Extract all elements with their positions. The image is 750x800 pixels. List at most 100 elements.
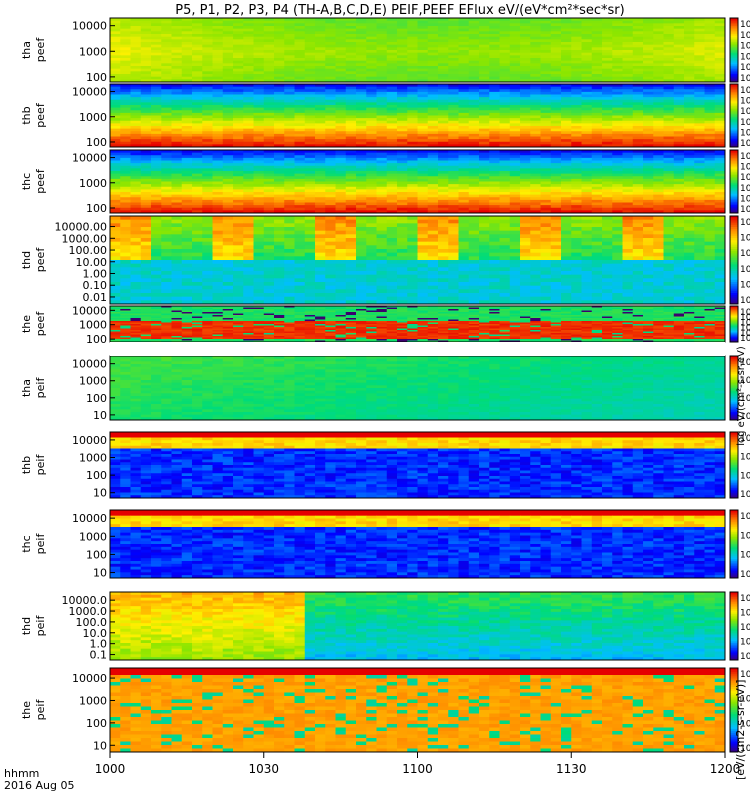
heatmap-cell: [376, 238, 388, 243]
heatmap-cell: [448, 230, 459, 235]
heatmap-cell: [263, 52, 275, 56]
heatmap-cell: [622, 91, 634, 95]
heatmap-cell: [274, 223, 285, 228]
heatmap-cell: [233, 86, 244, 90]
heatmap-cell: [325, 230, 336, 235]
heatmap-cell: [448, 23, 459, 27]
heatmap-cell: [120, 97, 131, 101]
heatmap-cell: [612, 63, 623, 67]
heatmap-cell: [325, 238, 336, 243]
colorbar-tick-label: 10⁷: [740, 173, 750, 183]
heatmap-cell: [653, 18, 664, 22]
heatmap-cell: [622, 227, 634, 232]
heatmap-cell: [253, 102, 265, 106]
heatmap-cell: [294, 18, 306, 22]
heatmap-cell: [509, 76, 521, 80]
heatmap-cell: [622, 84, 634, 88]
heatmap-cell: [120, 216, 131, 221]
heatmap-cell: [643, 76, 654, 80]
heatmap-cell: [120, 26, 131, 30]
heatmap-cell: [253, 52, 265, 56]
figure-title: P5, P1, P2, P3, P4 (TH-A,B,C,D,E) PEIF,P…: [175, 3, 624, 18]
heatmap-cell: [192, 47, 203, 51]
heatmap-cell: [632, 26, 644, 30]
heatmap-cell: [622, 63, 634, 67]
heatmap-cell: [612, 18, 623, 22]
heatmap-cell: [438, 63, 449, 67]
heatmap-cell: [243, 74, 254, 78]
heatmap-cell: [571, 99, 582, 103]
heatmap-cell: [366, 39, 377, 43]
heatmap-cell: [110, 60, 121, 64]
heatmap-cell: [202, 63, 213, 67]
heatmap-cell: [151, 68, 162, 72]
heatmap-cell: [222, 63, 234, 67]
heatmap-cell: [509, 238, 521, 243]
heatmap-cell: [130, 68, 142, 72]
heatmap-cell: [591, 97, 603, 101]
heatmap-cell: [202, 227, 213, 232]
heatmap-cell: [581, 76, 593, 80]
heatmap-cell: [663, 234, 675, 239]
heatmap-cell: [520, 50, 531, 54]
heatmap-cell: [540, 79, 552, 83]
heatmap-cell: [253, 31, 265, 35]
heatmap-cell: [571, 36, 582, 40]
heatmap-cell: [294, 216, 306, 221]
heatmap-cell: [284, 74, 295, 78]
heatmap-cell: [294, 31, 306, 35]
heatmap-cell: [110, 34, 121, 38]
heatmap-cell: [704, 60, 716, 64]
heatmap-cell: [335, 23, 347, 27]
heatmap-cell: [612, 47, 623, 51]
heatmap-cell: [140, 216, 152, 221]
heatmap-cell: [458, 76, 470, 80]
heatmap-cell: [427, 79, 439, 83]
heatmap-cell: [243, 219, 254, 224]
heatmap-cell: [212, 36, 224, 40]
heatmap-cell: [479, 50, 490, 54]
heatmap-cell: [284, 68, 295, 72]
heatmap-cell: [509, 97, 521, 101]
heatmap-cell: [356, 79, 367, 83]
heatmap-cell: [356, 91, 367, 95]
heatmap-cell: [479, 58, 490, 62]
colorbar-cell: [730, 38, 738, 41]
heatmap-cell: [663, 241, 675, 246]
heatmap-cell: [315, 97, 326, 101]
heatmap-cell: [222, 20, 234, 24]
heatmap-cell: [561, 55, 572, 59]
heatmap-cell: [653, 34, 664, 38]
heatmap-cell: [520, 20, 531, 24]
heatmap-cell: [550, 34, 562, 38]
heatmap-cell: [356, 89, 367, 93]
heatmap-cell: [530, 63, 541, 67]
heatmap-cell: [448, 91, 459, 95]
heatmap-cell: [315, 86, 326, 90]
heatmap-cell: [550, 71, 562, 75]
heatmap-cell: [140, 31, 152, 35]
heatmap-cell: [643, 102, 654, 106]
heatmap-cell: [356, 102, 367, 106]
heatmap-cell: [581, 68, 593, 72]
heatmap-cell: [140, 94, 152, 98]
heatmap-cell: [643, 94, 654, 98]
heatmap-cell: [653, 230, 664, 235]
heatmap-cell: [612, 50, 623, 54]
heatmap-cell: [571, 28, 582, 32]
heatmap-cell: [479, 26, 490, 30]
heatmap-cell: [489, 47, 500, 51]
heatmap-cell: [263, 44, 275, 48]
heatmap-cell: [622, 60, 634, 64]
heatmap-cell: [181, 89, 193, 93]
heatmap-cell: [694, 28, 705, 32]
heatmap-cell: [684, 79, 695, 83]
heatmap-cell: [622, 99, 634, 103]
heatmap-cell: [673, 58, 685, 62]
heatmap-cell: [243, 36, 254, 40]
heatmap-cell: [397, 89, 408, 93]
heatmap-cell: [243, 230, 254, 235]
heatmap-cell: [663, 76, 675, 80]
heatmap-cell: [110, 91, 121, 95]
heatmap-cell: [591, 31, 603, 35]
